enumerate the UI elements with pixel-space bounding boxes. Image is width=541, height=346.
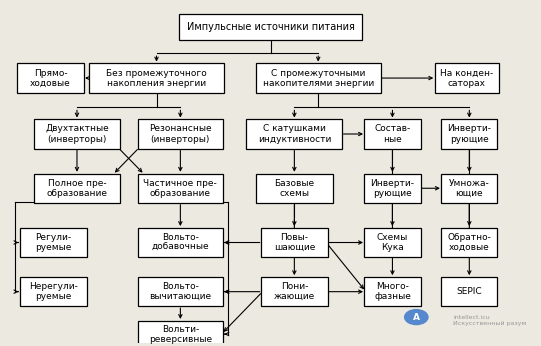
FancyBboxPatch shape: [441, 277, 497, 306]
Text: Вольто-
добавочные: Вольто- добавочные: [151, 233, 209, 252]
Text: Базовые
схемы: Базовые схемы: [274, 179, 314, 198]
Text: Импульсные источники питания: Импульсные источники питания: [187, 22, 354, 32]
FancyBboxPatch shape: [19, 228, 87, 257]
Text: Много-
фазные: Много- фазные: [374, 282, 411, 301]
FancyBboxPatch shape: [261, 228, 328, 257]
FancyBboxPatch shape: [441, 228, 497, 257]
Text: На конден-
саторах: На конден- саторах: [440, 69, 493, 88]
Text: SEPIC: SEPIC: [457, 287, 482, 296]
Text: Повы-
шающие: Повы- шающие: [274, 233, 315, 252]
Text: Схемы
Кука: Схемы Кука: [377, 233, 408, 252]
Text: A: A: [413, 312, 420, 322]
Text: Вольто-
вычитающие: Вольто- вычитающие: [149, 282, 212, 301]
Text: Умножа-
ющие: Умножа- ющие: [449, 179, 490, 198]
FancyBboxPatch shape: [261, 277, 328, 306]
Text: Без промежуточного
накопления энергии: Без промежуточного накопления энергии: [106, 69, 207, 88]
Text: Резонансные
(инверторы): Резонансные (инверторы): [149, 125, 212, 144]
FancyBboxPatch shape: [364, 228, 420, 257]
FancyBboxPatch shape: [246, 119, 342, 148]
Text: Инверти-
рующие: Инверти- рующие: [447, 125, 491, 144]
Text: С промежуточными
накопителями энергии: С промежуточными накопителями энергии: [262, 69, 374, 88]
Text: Состав-
ные: Состав- ные: [374, 125, 411, 144]
Text: Прямо-
ходовые: Прямо- ходовые: [30, 69, 71, 88]
FancyBboxPatch shape: [138, 174, 223, 203]
FancyBboxPatch shape: [34, 174, 120, 203]
Text: Нерегули-
руемые: Нерегули- руемые: [29, 282, 77, 301]
FancyBboxPatch shape: [34, 119, 120, 148]
Circle shape: [405, 310, 428, 325]
FancyBboxPatch shape: [364, 277, 420, 306]
FancyBboxPatch shape: [256, 174, 333, 203]
FancyBboxPatch shape: [17, 63, 84, 93]
Text: Двухтактные
(инверторы): Двухтактные (инверторы): [45, 125, 109, 144]
FancyBboxPatch shape: [138, 321, 223, 346]
Text: Регули-
руемые: Регули- руемые: [35, 233, 71, 252]
Text: С катушками
индуктивности: С катушками индуктивности: [258, 125, 331, 144]
Text: intellect.icu
Искусственный разум: intellect.icu Искусственный разум: [453, 315, 526, 326]
FancyBboxPatch shape: [364, 119, 420, 148]
FancyBboxPatch shape: [256, 63, 381, 93]
FancyBboxPatch shape: [441, 119, 497, 148]
Text: Частичное пре-
образование: Частичное пре- образование: [143, 179, 217, 198]
FancyBboxPatch shape: [364, 174, 420, 203]
FancyBboxPatch shape: [441, 174, 497, 203]
Text: Пони-
жающие: Пони- жающие: [274, 282, 315, 301]
FancyBboxPatch shape: [89, 63, 225, 93]
Text: Полное пре-
образование: Полное пре- образование: [47, 179, 108, 198]
FancyBboxPatch shape: [138, 277, 223, 306]
FancyBboxPatch shape: [138, 228, 223, 257]
Text: Вольти-
реверсивные: Вольти- реверсивные: [149, 325, 212, 344]
FancyBboxPatch shape: [138, 119, 223, 148]
FancyBboxPatch shape: [179, 14, 362, 40]
Text: Инверти-
рующие: Инверти- рующие: [371, 179, 414, 198]
FancyBboxPatch shape: [434, 63, 499, 93]
Text: Обратно-
ходовые: Обратно- ходовые: [447, 233, 491, 252]
FancyBboxPatch shape: [19, 277, 87, 306]
